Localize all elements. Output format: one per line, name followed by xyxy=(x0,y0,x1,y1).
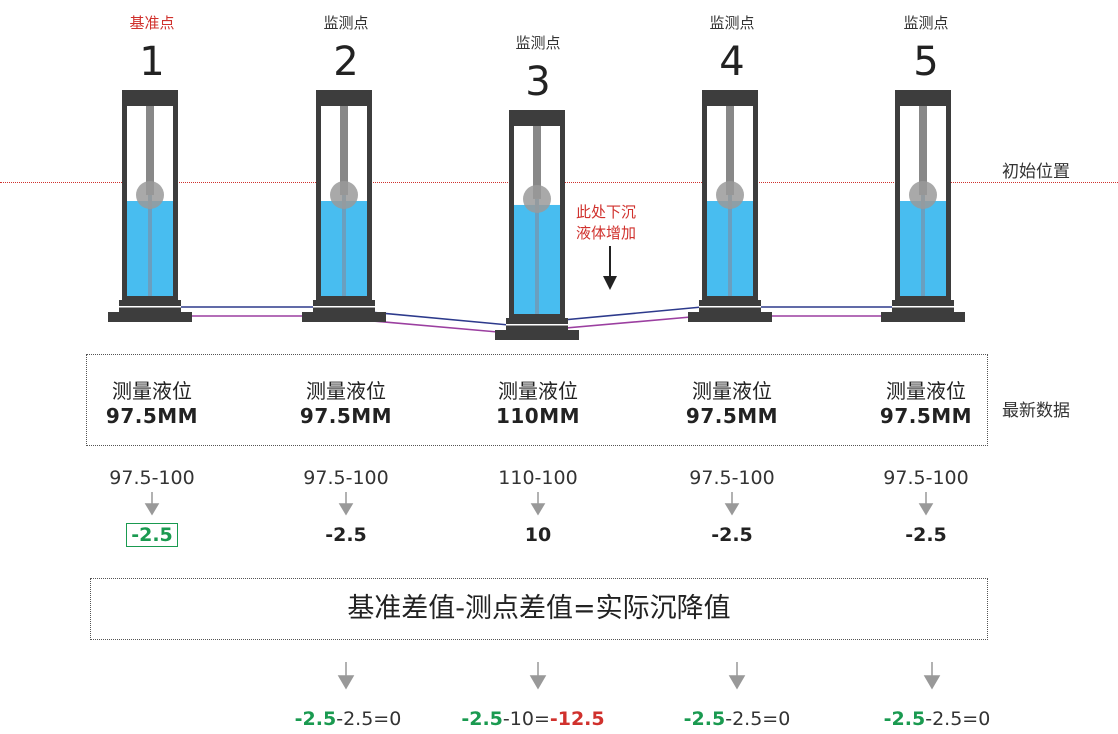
latest-data-box xyxy=(86,354,988,446)
float-ball-1 xyxy=(136,181,164,209)
diff-1: -2.5 xyxy=(72,523,232,547)
initial-position-label: 初始位置 xyxy=(1002,162,1070,182)
gauge-1 xyxy=(108,90,192,322)
measure-4: 测量液位 97.5MM xyxy=(652,375,812,428)
float-ball-5 xyxy=(909,181,937,209)
calc-arrows xyxy=(144,492,934,516)
point-3-number: 3 xyxy=(525,59,551,105)
latest-data-label: 最新数据 xyxy=(1002,401,1070,421)
result-4: -2.5-2.5=0 xyxy=(642,708,832,730)
measure-3-title: 测量液位 xyxy=(498,379,578,403)
calc-5: 97.5-100 xyxy=(883,467,969,489)
gauge-5 xyxy=(881,90,965,322)
result-3-base: -2.5 xyxy=(461,708,503,730)
result-3-value: -12.5 xyxy=(549,708,605,730)
diff-1-value: -2.5 xyxy=(126,523,178,547)
measure-5-value: 97.5MM xyxy=(879,404,973,428)
point-4-role: 监测点 xyxy=(709,14,755,32)
measure-5-title: 测量液位 xyxy=(886,379,966,403)
diff-5: -2.5 xyxy=(905,524,947,546)
result-2-base: -2.5 xyxy=(294,708,337,730)
point-2-role: 监测点 xyxy=(323,14,369,32)
result-5-rest: -2.5=0 xyxy=(925,708,991,730)
measure-2-title: 测量液位 xyxy=(306,379,386,403)
calc-1: 97.5-100 xyxy=(109,467,195,489)
formula-box: 基准差值-测点差值=实际沉降值 xyxy=(90,578,988,640)
calc-3: 110-100 xyxy=(498,467,578,489)
measure-1-value: 97.5MM xyxy=(105,404,199,428)
point-5-number: 5 xyxy=(913,39,939,85)
result-3: -2.5-10=-12.5 xyxy=(438,708,628,730)
measure-2-value: 97.5MM xyxy=(299,404,393,428)
measure-4-title: 测量液位 xyxy=(692,379,772,403)
gauge-diagram xyxy=(108,90,965,340)
calc-4: 97.5-100 xyxy=(689,467,775,489)
measure-3-value: 110MM xyxy=(495,404,581,428)
measure-2: 测量液位 97.5MM xyxy=(266,375,426,428)
point-2-number: 2 xyxy=(333,39,359,85)
float-ball-2 xyxy=(330,181,358,209)
formula-text: 基准差值-测点差值=实际沉降值 xyxy=(347,593,731,624)
diff-3: 10 xyxy=(524,524,552,546)
point-1-number: 1 xyxy=(139,39,165,85)
point-4-number: 4 xyxy=(719,39,745,85)
result-5: -2.5-2.5=0 xyxy=(842,708,1032,730)
gauge-3 xyxy=(495,110,579,340)
diff-2: -2.5 xyxy=(325,524,367,546)
point-5-role: 监测点 xyxy=(903,14,949,32)
calc-2: 97.5-100 xyxy=(303,467,389,489)
result-3-rest: -10= xyxy=(502,708,550,730)
point-3-role: 监测点 xyxy=(515,34,561,52)
gauge-2 xyxy=(302,90,386,322)
down-arrow-icon xyxy=(603,246,617,290)
result-2: -2.5-2.5=0 xyxy=(253,708,443,730)
result-arrows xyxy=(337,662,941,690)
measure-5: 测量液位 97.5MM xyxy=(846,375,1006,428)
settlement-note-line2: 液体增加 xyxy=(576,224,637,242)
settlement-note-line1: 此处下沉 xyxy=(576,203,637,221)
measure-1-title: 测量液位 xyxy=(112,379,192,403)
measure-1: 测量液位 97.5MM xyxy=(72,375,232,428)
result-4-rest: -2.5=0 xyxy=(725,708,791,730)
measure-3: 测量液位 110MM xyxy=(458,375,618,428)
measure-4-value: 97.5MM xyxy=(685,404,779,428)
settlement-note: 此处下沉 液体增加 xyxy=(576,202,636,244)
diff-4: -2.5 xyxy=(711,524,753,546)
point-1-role: 基准点 xyxy=(129,14,175,32)
gauge-4 xyxy=(688,90,772,322)
result-4-base: -2.5 xyxy=(683,708,726,730)
result-2-rest: -2.5=0 xyxy=(336,708,402,730)
result-5-base: -2.5 xyxy=(883,708,926,730)
float-ball-4 xyxy=(716,181,744,209)
float-ball-3 xyxy=(523,184,551,213)
